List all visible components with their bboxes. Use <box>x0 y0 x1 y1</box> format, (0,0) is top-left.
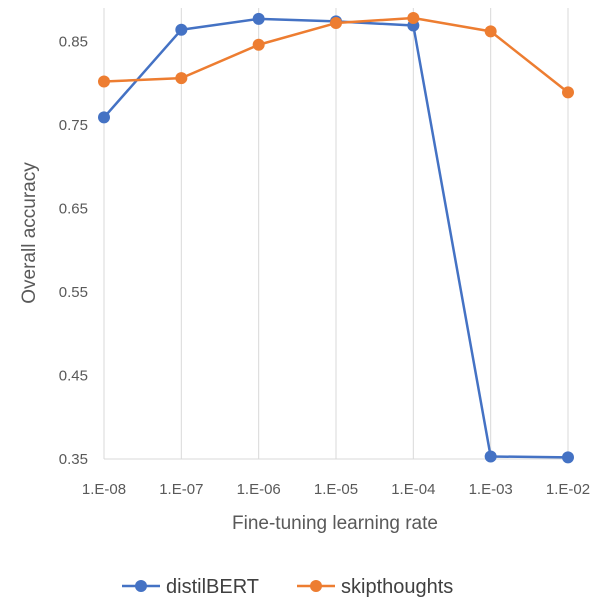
x-tick-label: 1.E-03 <box>469 481 513 498</box>
data-point <box>562 86 574 99</box>
legend-swatch-marker <box>310 580 322 592</box>
x-tick-label: 1.E-02 <box>546 481 590 498</box>
data-point <box>98 111 110 124</box>
data-point <box>252 12 265 25</box>
x-tick-label: 1.E-05 <box>314 481 358 498</box>
x-tick-labels: 1.E-08 1.E-07 1.E-06 1.E-05 1.E-04 1.E-03 1.E-… <box>82 481 590 498</box>
data-point <box>98 75 110 88</box>
legend-label-distilbert: distilBERT <box>166 576 259 598</box>
x-tick-label: 1.E-07 <box>159 481 203 498</box>
legend-item-skipthoughts: skipthoughts <box>297 576 453 598</box>
y-tick-labels: 0.35 0.45 0.55 0.65 0.75 0.85 <box>59 33 88 468</box>
x-tick-label: 1.E-04 <box>391 481 435 498</box>
y-tick-label: 0.35 <box>59 451 88 468</box>
legend-swatch-marker <box>135 580 147 592</box>
data-point <box>175 23 188 36</box>
x-axis-title: Fine-tuning learning rate <box>232 513 438 534</box>
y-tick-label: 0.85 <box>59 33 88 50</box>
data-point <box>252 38 265 51</box>
grid-lines <box>103 8 569 460</box>
y-tick-label: 0.75 <box>59 117 88 134</box>
y-axis-title: Overall accuracy <box>19 162 40 304</box>
series-lines <box>98 12 574 464</box>
data-point <box>484 25 497 38</box>
data-point <box>175 72 188 85</box>
data-point <box>330 17 342 30</box>
x-tick-label: 1.E-06 <box>237 481 281 498</box>
legend-label-skipthoughts: skipthoughts <box>341 576 453 598</box>
legend-item-distilbert: distilBERT <box>122 576 259 598</box>
data-point <box>562 451 574 464</box>
data-point <box>484 450 497 463</box>
data-point <box>407 12 420 25</box>
x-tick-label: 1.E-08 <box>82 481 126 498</box>
y-tick-label: 0.45 <box>59 367 88 384</box>
y-tick-label: 0.55 <box>59 284 88 301</box>
y-tick-label: 0.65 <box>59 200 88 217</box>
legend: distilBERT skipthoughts <box>122 576 453 598</box>
series-skipthoughts <box>98 12 574 99</box>
